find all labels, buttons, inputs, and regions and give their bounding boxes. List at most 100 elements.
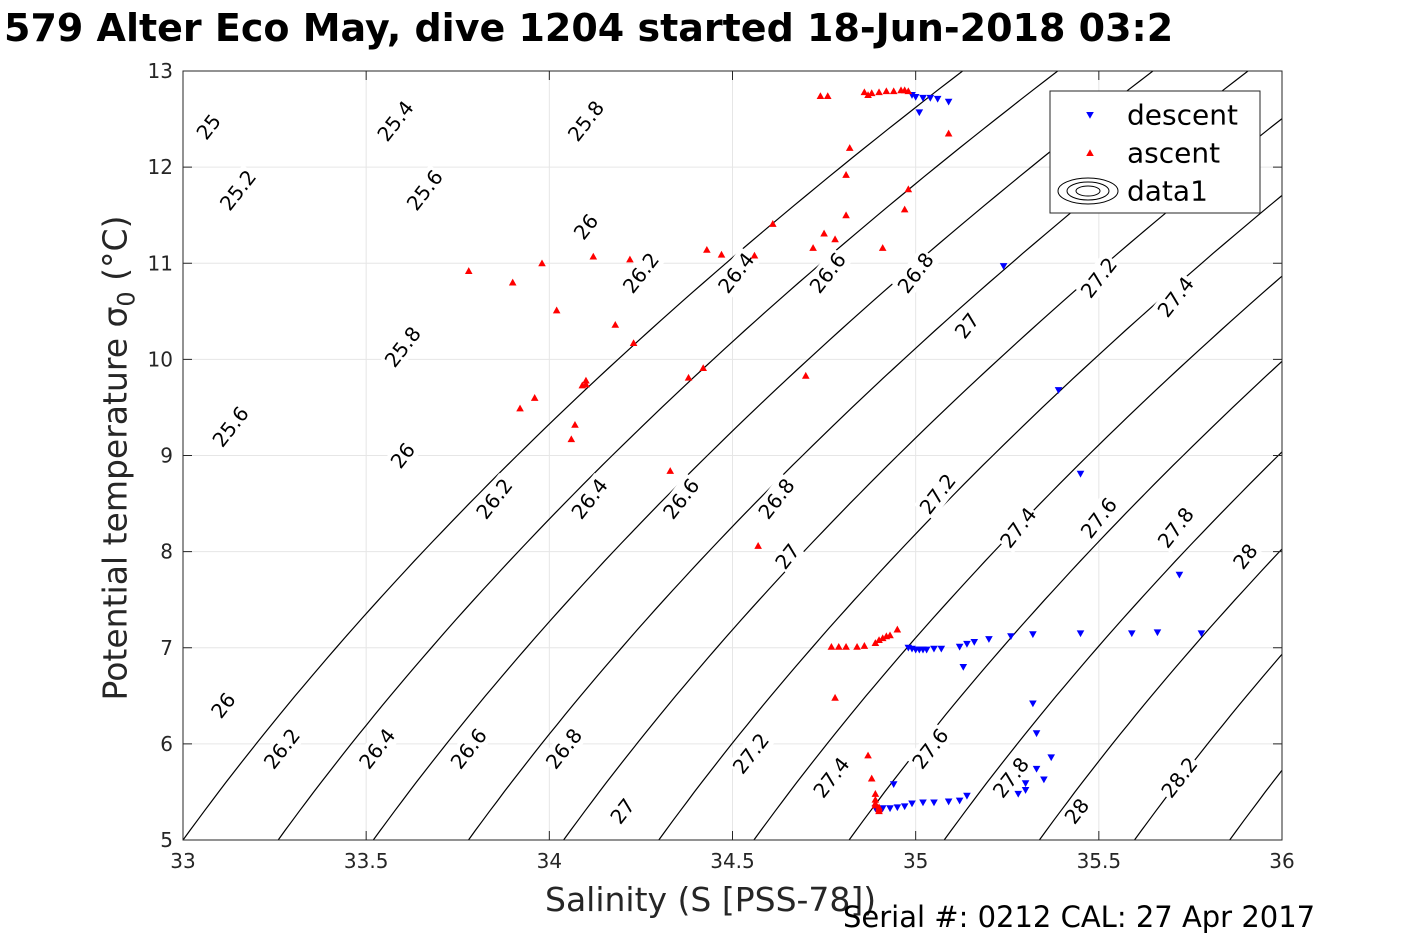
contour-label-bg bbox=[562, 95, 610, 147]
ascent-point bbox=[864, 91, 872, 99]
y-tick-label: 10 bbox=[148, 347, 173, 371]
descent-point bbox=[1197, 630, 1206, 638]
legend-marker bbox=[1086, 112, 1094, 119]
contour-label-bg bbox=[258, 722, 306, 775]
x-tick-label: 33 bbox=[170, 849, 195, 873]
contour-label-bg bbox=[949, 307, 985, 344]
y-axis-label: Potential temperature σ0 (°C) bbox=[95, 215, 141, 701]
serial-cal-note: Serial #: 0212 CAL: 27 Apr 2017 bbox=[843, 900, 1316, 934]
descent-point bbox=[1054, 387, 1063, 394]
legend-contour-icon bbox=[1066, 181, 1110, 201]
contour-label-bg bbox=[712, 247, 760, 299]
ascent-point bbox=[703, 245, 711, 253]
descent-point bbox=[930, 799, 938, 807]
ascent-point bbox=[538, 259, 546, 267]
contour-label-bg bbox=[1155, 751, 1204, 804]
ascent-point bbox=[889, 87, 898, 95]
ascent-point bbox=[860, 88, 869, 96]
descent-point bbox=[889, 781, 898, 789]
descent-point bbox=[963, 640, 971, 648]
descent-point bbox=[919, 94, 927, 102]
contour-label-bg bbox=[444, 722, 493, 775]
contour-label-bg bbox=[379, 321, 427, 373]
ascent-point bbox=[864, 751, 872, 759]
descent-point bbox=[915, 109, 924, 117]
contour-label-bg bbox=[913, 468, 962, 520]
ascent-point bbox=[842, 211, 850, 219]
ascent-point bbox=[904, 87, 913, 95]
ascent-point bbox=[944, 129, 953, 137]
ascent-point bbox=[809, 244, 817, 251]
ascent-point bbox=[871, 795, 880, 803]
contour-label-bg bbox=[470, 473, 519, 525]
contour-label-bg bbox=[1058, 792, 1095, 830]
contour-label-bg bbox=[568, 208, 604, 245]
ascent-point bbox=[666, 467, 675, 474]
ascent-point bbox=[750, 251, 759, 259]
contour-label-bg bbox=[1075, 251, 1123, 304]
descent-point bbox=[900, 803, 909, 811]
contour-label-bg bbox=[190, 108, 227, 145]
isopycnal-line bbox=[372, 71, 1154, 840]
contour-label-bg bbox=[214, 164, 262, 216]
descent-point bbox=[1007, 633, 1015, 641]
ascent-point bbox=[893, 625, 902, 633]
descent-point bbox=[926, 94, 935, 102]
descent-point bbox=[944, 98, 953, 106]
y-tick-label: 5 bbox=[160, 828, 173, 852]
ascent-point bbox=[831, 235, 839, 243]
ascent-point bbox=[589, 252, 598, 260]
ascent-point bbox=[611, 320, 620, 328]
y-tick-label: 8 bbox=[160, 540, 173, 564]
descent-point bbox=[908, 800, 916, 808]
contour-label-bg bbox=[769, 538, 806, 575]
y-tick-label: 6 bbox=[160, 732, 173, 756]
ascent-point bbox=[875, 636, 883, 644]
descent-point bbox=[886, 805, 894, 813]
ascent-point bbox=[768, 220, 777, 227]
descent-point bbox=[1032, 765, 1041, 773]
y-tick-label: 9 bbox=[160, 444, 173, 468]
descent-point bbox=[999, 263, 1008, 270]
contour-label-bg bbox=[604, 792, 641, 830]
legend-label: data1 bbox=[1127, 175, 1208, 208]
ascent-point bbox=[842, 171, 850, 178]
ascent-point bbox=[699, 364, 707, 372]
ascent-point bbox=[684, 373, 693, 381]
ascent-point bbox=[571, 420, 579, 428]
ascent-point bbox=[882, 87, 891, 95]
contour-label-bg bbox=[891, 247, 940, 299]
isopycnal-line bbox=[753, 275, 1282, 840]
ascent-point bbox=[834, 642, 843, 650]
contour-label-bg bbox=[987, 751, 1035, 804]
axis-ticks: 33 33.5 34 34.5 35 35.5 36 5 6 7 8 9 10 11 12 13 bbox=[148, 59, 1295, 873]
ascent-point bbox=[820, 229, 828, 237]
ascent-point bbox=[582, 380, 590, 388]
x-tick-label: 35.5 bbox=[1077, 849, 1122, 873]
contour-label-bg bbox=[565, 473, 614, 525]
descent-point bbox=[944, 798, 953, 806]
contour-label-bg bbox=[752, 473, 801, 525]
descent-point bbox=[1014, 790, 1023, 798]
legend-marker bbox=[1086, 149, 1094, 156]
data-points bbox=[464, 86, 1206, 815]
x-tick-label: 34.5 bbox=[710, 849, 755, 873]
descent-point bbox=[970, 638, 979, 646]
descent-point bbox=[1029, 631, 1037, 639]
contour-label-bg bbox=[906, 722, 955, 775]
contour-label-bg bbox=[206, 400, 255, 453]
ascent-point bbox=[717, 250, 726, 258]
legend-label: ascent bbox=[1127, 137, 1220, 170]
ascent-point bbox=[831, 693, 839, 701]
contour-label-bg bbox=[807, 751, 856, 804]
ascent-point bbox=[582, 376, 590, 384]
ascent-point bbox=[875, 88, 883, 96]
y-tick-label: 13 bbox=[148, 59, 173, 83]
contour-label-bg bbox=[540, 722, 588, 775]
legend-box bbox=[1049, 90, 1261, 214]
ascent-point bbox=[845, 144, 854, 151]
descent-point bbox=[1076, 470, 1085, 478]
descent-point bbox=[1047, 754, 1056, 762]
isopycnal-line bbox=[658, 194, 1282, 840]
